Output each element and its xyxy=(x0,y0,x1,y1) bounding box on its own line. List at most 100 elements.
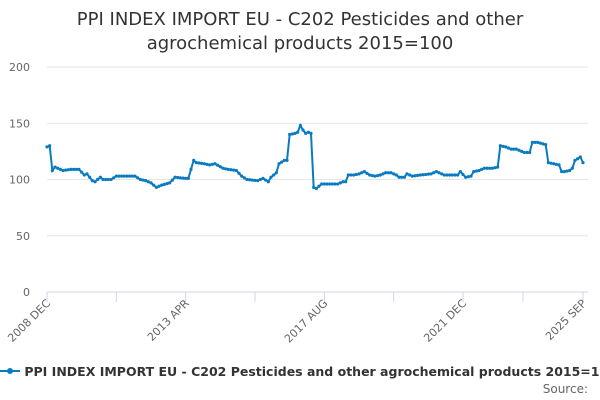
data-point xyxy=(402,175,406,179)
data-point xyxy=(192,158,196,162)
data-point xyxy=(541,142,545,146)
data-point xyxy=(288,132,292,137)
data-point xyxy=(96,177,100,182)
data-point xyxy=(317,184,321,188)
data-point xyxy=(306,130,310,134)
data-point xyxy=(394,173,398,177)
data-point xyxy=(168,181,172,185)
data-point xyxy=(282,158,286,162)
data-point xyxy=(448,173,452,177)
data-point xyxy=(501,144,505,148)
y-tick-label: 50 xyxy=(16,230,30,243)
data-point xyxy=(112,176,116,180)
data-point xyxy=(240,174,244,178)
data-point xyxy=(413,174,417,178)
data-point xyxy=(253,178,257,182)
data-point xyxy=(210,162,214,166)
data-point xyxy=(338,181,342,185)
data-point xyxy=(509,147,513,151)
data-point xyxy=(400,175,404,179)
data-point xyxy=(368,173,372,177)
title-line-1: PPI INDEX IMPORT EU - C202 Pesticides an… xyxy=(76,9,524,30)
x-tick-label: 2013 APR xyxy=(145,297,192,344)
source-label: Source: xyxy=(542,382,588,396)
data-point xyxy=(88,175,92,179)
data-point xyxy=(226,167,230,171)
data-point xyxy=(405,172,409,176)
data-point xyxy=(477,168,481,173)
data-point xyxy=(312,185,316,189)
data-point xyxy=(181,176,185,180)
data-point xyxy=(237,171,241,175)
data-point xyxy=(346,173,350,177)
data-point xyxy=(578,155,582,159)
data-point xyxy=(165,182,169,186)
data-point xyxy=(272,173,276,177)
data-point xyxy=(576,157,580,161)
y-tick-label: 0 xyxy=(23,286,30,299)
data-point xyxy=(170,178,174,182)
data-point xyxy=(474,169,478,173)
data-point xyxy=(248,178,252,182)
data-point xyxy=(77,167,81,171)
data-point xyxy=(50,168,54,173)
data-point xyxy=(53,165,57,169)
data-point xyxy=(133,174,137,178)
data-point xyxy=(61,168,65,173)
data-point xyxy=(381,172,385,176)
data-point xyxy=(266,180,270,184)
data-point xyxy=(298,123,302,128)
data-point xyxy=(344,180,348,184)
data-point xyxy=(354,172,358,177)
data-point xyxy=(506,146,510,150)
data-point xyxy=(336,182,340,186)
data-point xyxy=(397,175,401,179)
data-point xyxy=(74,167,78,171)
data-point xyxy=(357,172,361,176)
data-point xyxy=(82,173,86,177)
data-point xyxy=(136,176,140,180)
data-point xyxy=(549,161,553,165)
data-point xyxy=(242,176,246,180)
data-point xyxy=(117,174,121,178)
legend-label: PPI INDEX IMPORT EU - C202 Pesticides an… xyxy=(24,364,600,379)
data-point xyxy=(224,167,228,171)
data-point xyxy=(528,150,532,155)
data-point xyxy=(536,140,540,144)
data-point xyxy=(466,175,470,179)
data-point xyxy=(496,165,500,169)
data-point xyxy=(146,180,150,184)
data-point xyxy=(261,176,265,180)
data-point xyxy=(544,143,548,147)
data-point xyxy=(442,173,446,177)
data-point xyxy=(162,182,166,186)
legend-item[interactable]: PPI INDEX IMPORT EU - C202 Pesticides an… xyxy=(0,364,600,379)
data-point xyxy=(128,174,132,178)
data-point xyxy=(450,173,454,177)
data-point xyxy=(66,168,70,172)
data-point xyxy=(469,174,473,178)
data-point xyxy=(314,186,318,191)
data-point xyxy=(568,168,572,173)
data-point xyxy=(189,167,193,171)
data-point xyxy=(485,166,489,170)
data-point xyxy=(106,177,110,182)
data-point xyxy=(554,162,558,166)
data-point xyxy=(154,185,158,189)
data-point xyxy=(418,173,422,177)
data-point xyxy=(538,141,542,145)
data-point xyxy=(498,144,502,148)
data-point xyxy=(573,158,577,162)
data-point xyxy=(125,174,129,178)
data-point xyxy=(58,167,62,171)
data-point xyxy=(440,172,444,176)
data-point xyxy=(285,158,289,162)
title-line-2: agrochemical products 2015=100 xyxy=(146,33,454,54)
data-point xyxy=(373,174,377,178)
data-point xyxy=(194,161,198,165)
data-point xyxy=(464,175,468,179)
data-point xyxy=(546,161,550,165)
data-point xyxy=(200,161,204,165)
data-point xyxy=(138,177,142,182)
data-point xyxy=(517,148,521,152)
